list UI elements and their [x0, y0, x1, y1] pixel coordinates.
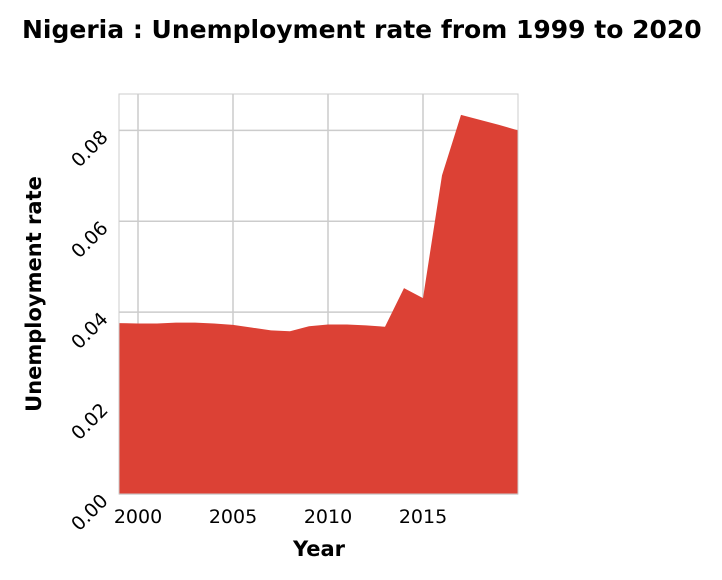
area-fill: [119, 114, 518, 494]
x-tick-label: 2000: [114, 506, 162, 528]
y-tick-label: 0.08: [67, 126, 112, 171]
plot-frame: [118, 93, 519, 495]
x-axis-label: Year: [292, 537, 346, 561]
x-axis-ticks: 2000 2005 2010 2015: [114, 506, 447, 528]
y-tick-label: 0.00: [67, 490, 112, 535]
y-tick-label: 0.06: [67, 217, 112, 262]
y-tick-label: 0.02: [67, 399, 112, 444]
x-tick-label: 2005: [209, 506, 257, 528]
y-tick-label: 0.04: [67, 308, 112, 353]
y-axis-label: Unemployment rate: [22, 176, 46, 412]
area-series: [119, 114, 518, 494]
x-tick-label: 2010: [304, 506, 352, 528]
chart-title: Nigeria : Unemployment rate from 1999 to…: [22, 15, 702, 44]
x-tick-label: 2015: [399, 506, 447, 528]
y-axis-ticks: 0.00 0.02 0.04 0.06 0.08: [67, 126, 112, 535]
